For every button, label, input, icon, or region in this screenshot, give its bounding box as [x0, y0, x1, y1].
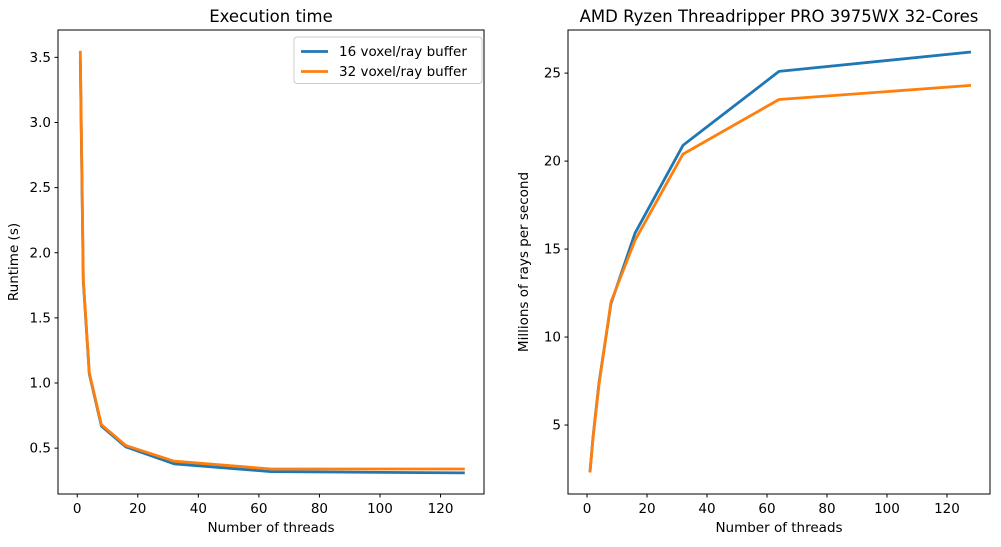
- y-tick-label: 10: [544, 330, 561, 346]
- execution-time-subplot: 0 20 40 60 80 100 120 0.5 1.0 1.5 2.0 2.5 3.0 3.5 Exec…: [6, 7, 485, 536]
- x-tick-label: 120: [428, 501, 454, 517]
- y-tick-label: 15: [544, 242, 561, 258]
- x-tick-label: 40: [698, 501, 715, 517]
- y-tick-label: 3.5: [30, 50, 51, 66]
- series-line-16-voxel-ray-buffer: [588, 50, 972, 472]
- x-tick-label: 80: [818, 501, 835, 517]
- y-tick-label: 3.0: [30, 115, 51, 131]
- series-line-32-voxel-ray-buffer: [588, 84, 972, 473]
- y-tick-label: 1.0: [30, 376, 51, 392]
- x-tick-label: 60: [250, 501, 267, 517]
- legend-entry-label: 16 voxel/ray buffer: [339, 44, 467, 60]
- x-tick-label: 20: [638, 501, 655, 517]
- x-tick-label: 0: [73, 501, 82, 517]
- series-line-32-voxel-ray-buffer: [78, 50, 465, 471]
- plot-title: Execution time: [209, 7, 333, 26]
- x-tick-label: 80: [311, 501, 328, 517]
- x-axis-label: Number of threads: [207, 520, 334, 536]
- x-tick-label: 120: [934, 501, 960, 517]
- x-axis-label: Number of threads: [715, 520, 842, 536]
- x-tick-label: 100: [367, 501, 393, 517]
- y-axis-label: Millions of rays per second: [516, 172, 532, 352]
- y-tick-label: 5: [552, 418, 561, 434]
- legend-entry-label: 32 voxel/ray buffer: [339, 64, 467, 80]
- y-tick-label: 2.0: [30, 245, 51, 261]
- series-line-16-voxel-ray-buffer: [78, 58, 465, 475]
- x-tick-label: 0: [583, 501, 592, 517]
- x-tick-label: 20: [129, 501, 146, 517]
- x-tick-label: 60: [758, 501, 775, 517]
- y-tick-label: 25: [544, 66, 561, 82]
- y-tick-label: 20: [544, 154, 561, 170]
- legend-box: [293, 36, 483, 84]
- y-tick-label: 0.5: [30, 441, 51, 457]
- axes-frame: [567, 29, 991, 495]
- y-tick-label: 2.5: [30, 180, 51, 196]
- legend: 16 voxel/ray buffer 32 voxel/ray buffer: [293, 36, 483, 84]
- y-tick-label: 1.5: [30, 310, 51, 326]
- x-tick-label: 40: [190, 501, 207, 517]
- throughput-subplot: 0 20 40 60 80 100 120 5 10 15 20 25 AMD Ryzen Thread…: [516, 7, 991, 536]
- x-tick-label: 100: [874, 501, 900, 517]
- axes-frame: [57, 29, 485, 495]
- y-axis-label: Runtime (s): [6, 223, 22, 301]
- plot-title: AMD Ryzen Threadripper PRO 3975WX 32-Cor…: [580, 7, 979, 26]
